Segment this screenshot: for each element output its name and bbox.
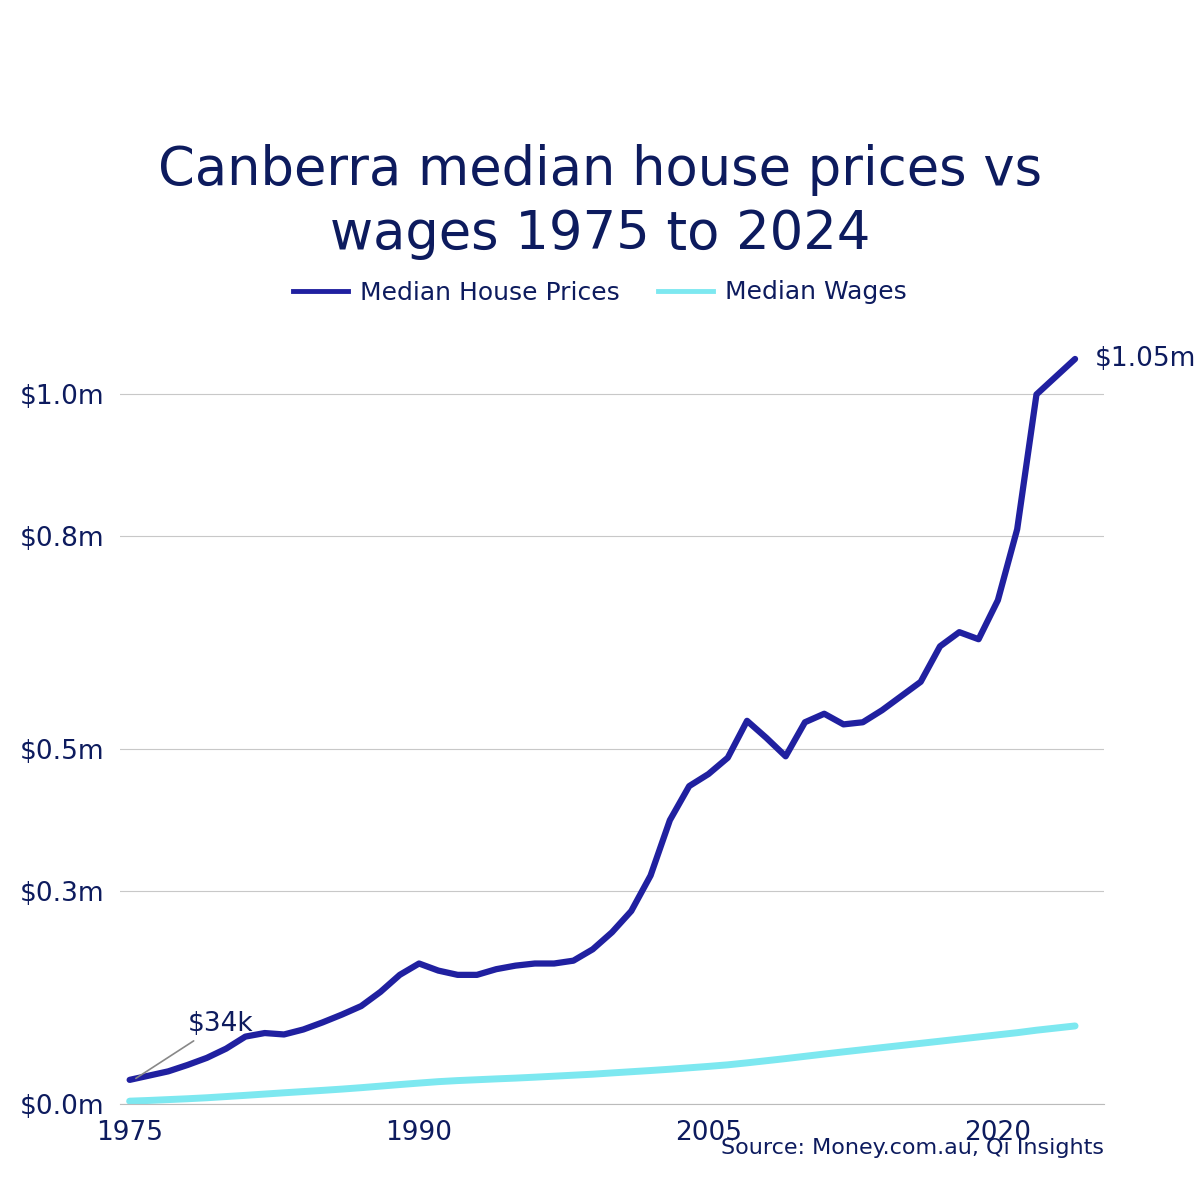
Text: $34k: $34k xyxy=(136,1010,253,1079)
Text: Canberra median house prices vs
wages 1975 to 2024: Canberra median house prices vs wages 19… xyxy=(158,144,1042,260)
Text: Source: Money.com.au, Qi Insights: Source: Money.com.au, Qi Insights xyxy=(721,1138,1104,1158)
Text: $1.05m: $1.05m xyxy=(1094,346,1195,372)
Legend: Median House Prices, Median Wages: Median House Prices, Median Wages xyxy=(283,270,917,314)
